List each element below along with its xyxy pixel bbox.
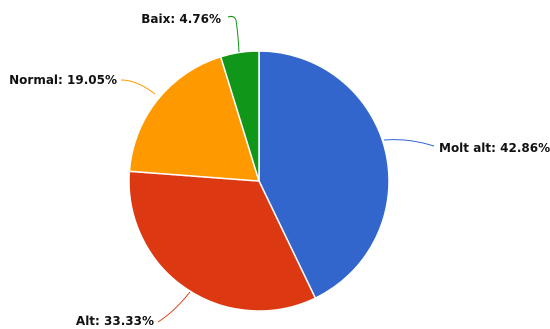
pie-slice-normal [128, 55, 261, 182]
data-label-alt: Alt: 33.33% [76, 314, 154, 328]
data-label-normal: Normal: 19.05% [9, 73, 117, 87]
pie-slice-molt-alt [258, 50, 390, 300]
leader-line-alt [157, 291, 191, 323]
pie-slice-baix [219, 50, 260, 182]
pie-slice-alt [128, 170, 317, 312]
leader-line-molt-alt [383, 139, 435, 147]
label-leader-lines [120, 15, 435, 323]
leader-line-baix [227, 15, 240, 53]
leader-line-normal [120, 79, 156, 95]
data-label-baix: Baix: 4.76% [141, 12, 221, 26]
data-label-molt-alt: Molt alt: 42.86% [439, 141, 550, 155]
pie-slices [128, 50, 390, 312]
